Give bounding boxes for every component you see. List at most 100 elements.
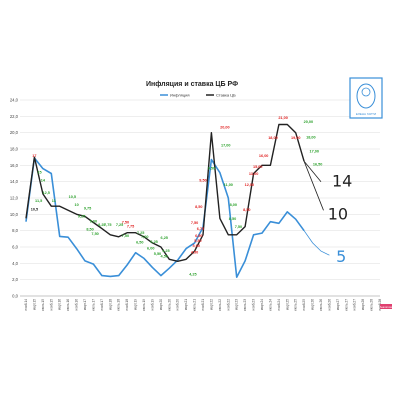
data-label: 6,75	[197, 227, 204, 231]
data-label: 7,50	[91, 232, 98, 236]
data-label: 18,00	[268, 136, 278, 140]
x-tick-label: март.16	[58, 299, 62, 310]
x-tick-label: нояб.27	[353, 299, 357, 311]
data-label: 6,50	[136, 241, 143, 245]
data-label: 6,25	[161, 236, 168, 240]
logo-text: ЕЛЕНА ГАРТИ	[356, 112, 376, 116]
x-tick-label: июль.27	[344, 299, 348, 311]
data-label: 5,00	[193, 244, 200, 248]
data-label: 11	[52, 199, 56, 203]
data-label: 11,00	[224, 183, 233, 187]
data-label: 12,5	[43, 191, 50, 195]
data-label: 9,50	[208, 166, 215, 170]
chart-title: Инфляция и ставка ЦБ РФ	[146, 81, 238, 88]
x-axis: нояб.14 март.15 июль.15 нояб.15 март.16 июль.…	[24, 299, 382, 311]
y-tick-label: 6,0	[12, 245, 18, 250]
x-tick-label: март.24	[260, 299, 264, 310]
data-label: 9,00	[90, 220, 97, 224]
x-tick-label: нояб.17	[100, 299, 104, 311]
data-label: 20,00	[304, 120, 314, 124]
y-tick-label: 2,0	[12, 277, 18, 282]
data-label: 9,75	[84, 206, 91, 210]
data-label: 11,5	[35, 199, 42, 203]
corner-badge: Аналитика	[380, 304, 393, 309]
data-label: 16,00	[259, 154, 269, 158]
data-label: 4,50	[191, 251, 198, 255]
x-tick-label: нояб.16	[75, 299, 79, 311]
y-axis: 0,0 2,0 4,0 6,0 8,0 10,0 12,0 14,0 16,0 18,0 20,0 2…	[10, 98, 19, 299]
data-label: 13,00	[249, 172, 259, 176]
x-tick-label: нояб.26	[327, 299, 331, 311]
data-label: 7,50	[235, 225, 242, 229]
x-tick-label: нояб.21	[201, 299, 205, 311]
data-label: 20,00	[220, 126, 230, 130]
data-label: 21,00	[278, 116, 288, 120]
grid	[20, 99, 380, 297]
data-label: 4,25	[162, 249, 169, 253]
x-tick-label: июль.18	[117, 299, 121, 311]
x-tick-label: март.25	[285, 299, 289, 310]
data-label: 7,75	[127, 224, 134, 228]
legend: Инфляция Ставка ЦБ	[160, 93, 236, 98]
data-label: 19,00	[291, 136, 301, 140]
legend-entry: Ставка ЦБ	[216, 93, 236, 98]
logo-face	[361, 87, 371, 97]
x-tick-label: июль.25	[294, 299, 298, 311]
data-label: 7,00	[141, 235, 148, 239]
series-group	[25, 123, 330, 278]
data-label: 10,5	[31, 207, 38, 211]
y-tick-label: 10,0	[10, 212, 19, 217]
logo-figure	[356, 83, 376, 109]
x-tick-label: март.22	[209, 299, 213, 310]
data-label: 7,50	[122, 234, 129, 238]
x-tick-label: июль.23	[243, 299, 247, 311]
x-tick-label: июль.19	[142, 299, 146, 311]
x-tick-label: июль.16	[66, 299, 70, 311]
x-tick-label: нояб.18	[125, 299, 129, 311]
data-label: 15	[37, 171, 41, 175]
forecast-annotation: 5	[336, 247, 346, 266]
data-label: 4,25	[189, 273, 196, 277]
y-tick-label: 22,0	[10, 114, 19, 119]
x-tick-label: март.18	[108, 299, 112, 310]
data-label: 12,00	[245, 183, 255, 187]
data-label: 8,50	[243, 208, 250, 212]
legend-entry: Инфляция	[170, 93, 189, 98]
data-label: 17,00	[309, 149, 319, 153]
x-tick-label: март.20	[159, 299, 163, 310]
x-tick-label: нояб.14	[24, 299, 28, 311]
x-tick-label: нояб.24	[277, 299, 281, 311]
y-tick-label: 24,0	[10, 98, 19, 103]
x-tick-label: нояб.19	[150, 299, 154, 311]
x-tick-label: нояб.25	[302, 299, 306, 311]
x-tick-label: нояб.23	[252, 299, 256, 311]
x-tick-label: нояб.20	[176, 299, 180, 311]
x-tick-label: июль.22	[218, 299, 222, 311]
key-rate-forecast-arrow	[303, 161, 322, 182]
data-label: 8,25	[98, 223, 105, 227]
data-label: 7,75	[104, 223, 111, 227]
y-tick-label: 12,0	[10, 196, 19, 201]
data-label: 7,50	[122, 220, 129, 224]
x-tick-label: июль.28	[370, 299, 374, 311]
badge-bg	[380, 304, 392, 309]
x-tick-label: март.15	[32, 299, 36, 310]
data-label: 5,50	[194, 239, 201, 243]
data-label: 17	[32, 154, 36, 158]
data-label: 7,50	[191, 221, 198, 225]
y-tick-label: 20,0	[10, 130, 19, 135]
data-label: 14	[41, 179, 46, 183]
x-tick-label: март.21	[184, 299, 188, 310]
y-tick-label: 0,0	[12, 294, 18, 299]
data-label: 8,50	[229, 217, 236, 221]
data-label: 9,50	[199, 179, 206, 183]
logo-frame	[349, 77, 383, 119]
data-label: 8,00	[230, 203, 237, 207]
logo: ЕЛЕНА ГАРТИ	[349, 77, 383, 119]
x-tick-label: март.27	[336, 299, 340, 310]
data-label: 8,50	[86, 228, 93, 232]
data-label: 4,50	[161, 255, 168, 259]
x-tick-label: март.19	[134, 299, 138, 310]
